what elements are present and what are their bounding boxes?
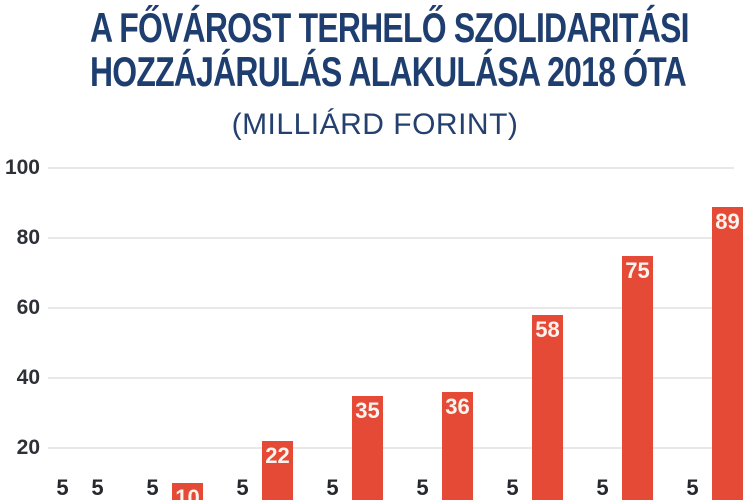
chart-title-line-2: HOZZÁJÁRULÁS ALAKULÁSA 2018 ÓTA bbox=[90, 48, 687, 95]
gridline bbox=[48, 307, 734, 309]
bar-value-label: 10 bbox=[175, 485, 200, 500]
chart-title-line-1: A FŐVÁROST TERHELŐ SZOLIDARITÁSI bbox=[90, 4, 689, 51]
y-axis-tick-label: 80 bbox=[16, 226, 40, 249]
bar-value-label: 5 bbox=[416, 474, 429, 500]
bar-value-label: 5 bbox=[146, 474, 159, 500]
chart-header: A FŐVÁROST TERHELŐ SZOLIDARITÁSI HOZZÁJÁ… bbox=[0, 0, 750, 142]
gridline bbox=[48, 237, 734, 239]
bar-value-label: 58 bbox=[535, 317, 560, 342]
bar-yearly-contribution bbox=[172, 483, 203, 500]
gridline bbox=[48, 167, 734, 169]
bar-yearly-contribution bbox=[622, 255, 653, 500]
bar-value-label: 5 bbox=[596, 474, 609, 500]
bar-yearly-contribution bbox=[262, 441, 293, 500]
bar-value-label: 5 bbox=[91, 474, 104, 500]
bar-value-label: 5 bbox=[236, 474, 249, 500]
bar-value-label: 89 bbox=[715, 208, 740, 234]
gridline bbox=[48, 377, 734, 379]
bar-value-label: 36 bbox=[445, 394, 470, 419]
bar-yearly-contribution bbox=[712, 206, 743, 500]
bar-yearly-contribution bbox=[442, 392, 473, 500]
y-axis-tick-label: 20 bbox=[16, 436, 40, 459]
chart-subtitle: (MILLIÁRD FORINT) bbox=[231, 108, 519, 141]
bar-value-label: 75 bbox=[625, 257, 650, 283]
bar-yearly-contribution bbox=[532, 315, 563, 500]
bar-value-label: 5 bbox=[326, 474, 339, 500]
gridline bbox=[48, 447, 734, 449]
y-axis-tick-label: 60 bbox=[16, 296, 40, 319]
bar-yearly-contribution bbox=[352, 395, 383, 500]
bar-value-label: 5 bbox=[506, 474, 519, 500]
bar-value-label: 5 bbox=[686, 474, 699, 500]
y-axis-tick-label: 100 bbox=[4, 156, 40, 179]
bar-value-label: 5 bbox=[56, 474, 69, 500]
bar-value-label: 35 bbox=[355, 397, 380, 423]
bar-value-label: 22 bbox=[265, 443, 290, 468]
y-axis-tick-label: 40 bbox=[16, 366, 40, 389]
chart-title: A FŐVÁROST TERHELŐ SZOLIDARITÁSI HOZZÁJÁ… bbox=[0, 0, 750, 94]
